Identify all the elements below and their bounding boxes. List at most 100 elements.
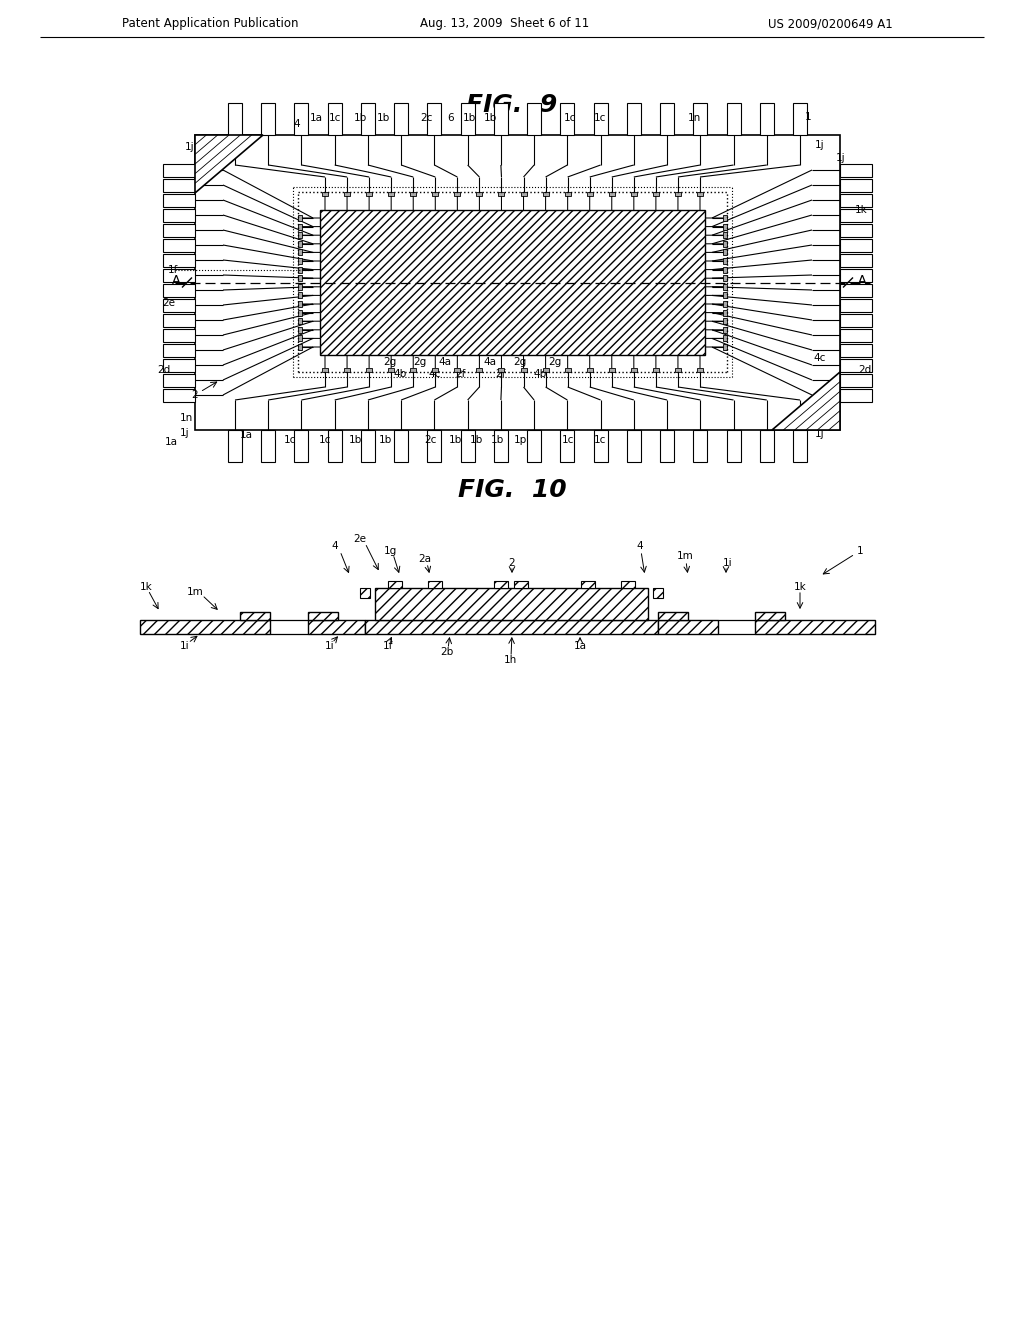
Text: FIG.  9: FIG. 9 (466, 92, 558, 117)
Text: 4: 4 (637, 541, 643, 550)
Bar (476, 368, 482, 372)
Bar (163, 329, 195, 342)
Text: 1n: 1n (813, 417, 826, 426)
Bar (411, 368, 416, 372)
Bar (163, 374, 195, 387)
Text: 2d: 2d (158, 366, 171, 375)
Bar (295, 103, 308, 135)
Bar (793, 103, 807, 135)
Text: 2: 2 (191, 389, 199, 400)
Bar (755, 620, 874, 634)
Text: 1b: 1b (483, 114, 497, 123)
Bar (298, 267, 302, 273)
Bar (608, 368, 614, 372)
Text: 1a: 1a (240, 430, 253, 440)
Text: Patent Application Publication: Patent Application Publication (122, 17, 298, 30)
Bar (298, 215, 302, 220)
Bar (322, 368, 328, 372)
Bar (840, 329, 872, 342)
Bar (727, 430, 740, 462)
Bar (723, 275, 727, 281)
Bar (760, 430, 774, 462)
Bar (427, 430, 441, 462)
Bar (675, 191, 681, 195)
Bar (723, 301, 727, 308)
Text: 1a: 1a (309, 114, 323, 123)
Bar (527, 430, 541, 462)
Text: 1k: 1k (855, 205, 867, 215)
Text: 2g: 2g (383, 356, 396, 367)
Text: 2a: 2a (419, 554, 431, 564)
Text: 1a: 1a (165, 437, 178, 447)
Text: 1h: 1h (504, 655, 517, 665)
Text: 1b: 1b (490, 436, 504, 445)
Polygon shape (195, 135, 263, 193)
Text: 4c: 4c (814, 352, 826, 363)
Bar (514, 581, 528, 587)
Text: 4: 4 (332, 541, 338, 550)
Bar (367, 191, 372, 195)
Bar (344, 368, 350, 372)
Text: 1i: 1i (180, 642, 189, 651)
Bar (308, 620, 365, 634)
Bar (388, 581, 402, 587)
Bar (560, 103, 574, 135)
Text: A: A (858, 275, 866, 286)
Bar (840, 194, 872, 206)
Bar (360, 587, 370, 598)
Text: 1p: 1p (513, 436, 526, 445)
Bar (840, 178, 872, 191)
Text: 1k: 1k (794, 582, 806, 591)
Bar (163, 298, 195, 312)
Text: 2b: 2b (440, 647, 454, 657)
Text: 1b: 1b (379, 436, 391, 445)
Text: US 2009/0200649 A1: US 2009/0200649 A1 (768, 17, 892, 30)
Bar (494, 430, 508, 462)
Text: 2c: 2c (424, 436, 436, 445)
Polygon shape (772, 372, 840, 430)
Bar (840, 164, 872, 177)
Text: 1c: 1c (564, 114, 577, 123)
Bar (298, 275, 302, 281)
Text: 1j: 1j (836, 153, 846, 162)
Text: 1c: 1c (329, 114, 341, 123)
Bar (660, 430, 674, 462)
Bar (298, 257, 302, 264)
Bar (375, 587, 648, 620)
Bar (660, 103, 674, 135)
Bar (298, 249, 302, 255)
Text: 1c: 1c (594, 114, 606, 123)
Bar (587, 191, 593, 195)
Bar (627, 103, 641, 135)
Bar (760, 103, 774, 135)
Bar (494, 103, 508, 135)
Bar (163, 178, 195, 191)
Text: 4: 4 (294, 119, 300, 129)
Bar (163, 194, 195, 206)
Bar (328, 103, 342, 135)
Bar (367, 368, 372, 372)
Text: 1: 1 (805, 112, 811, 121)
Bar (520, 191, 526, 195)
Bar (344, 191, 350, 195)
Bar (261, 103, 275, 135)
Text: 1c: 1c (318, 436, 331, 445)
Bar (163, 209, 195, 222)
Text: 1i: 1i (723, 558, 733, 568)
Bar (432, 191, 438, 195)
Bar (723, 257, 727, 264)
Bar (697, 191, 703, 195)
Bar (499, 368, 505, 372)
Bar (543, 368, 549, 372)
Bar (298, 240, 302, 247)
Bar (564, 368, 570, 372)
Bar (228, 430, 242, 462)
Bar (723, 327, 727, 333)
Text: 4c: 4c (429, 370, 441, 379)
Bar (594, 103, 607, 135)
Bar (840, 359, 872, 371)
Text: 1i: 1i (326, 642, 335, 651)
Bar (594, 430, 607, 462)
Bar (653, 587, 663, 598)
Bar (723, 310, 727, 315)
